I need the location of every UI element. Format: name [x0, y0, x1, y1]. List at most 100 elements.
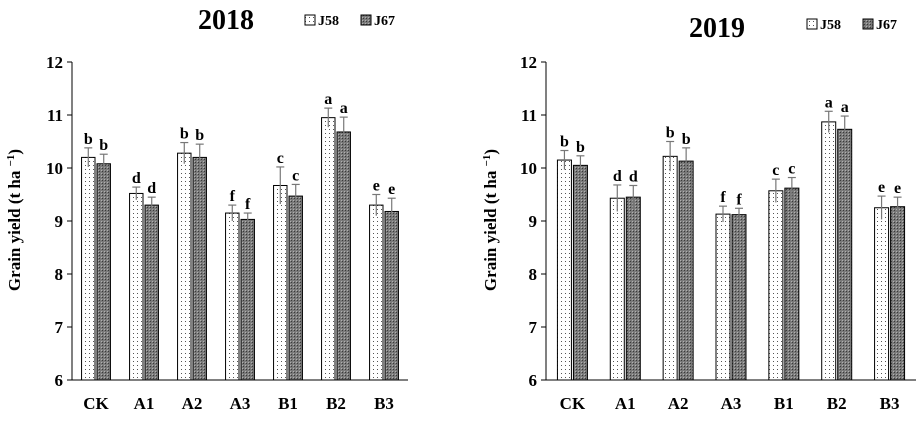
- y-axis-label-close: ): [5, 149, 24, 155]
- y-tick-label: 8: [529, 265, 538, 284]
- bar-J58-A2: [177, 152, 192, 381]
- bar-J58-CK: [556, 159, 572, 381]
- x-tick-label: A2: [668, 394, 689, 413]
- significance-label-J58-B2: a: [324, 91, 332, 108]
- bar-J67-B2: [336, 131, 351, 381]
- chart-2018: 2018 J58 J67 Grain yield (t ha −1) 6 7 8 9 10 11 1…: [5, 5, 408, 413]
- bar-J67-CK: [96, 163, 111, 381]
- significance-label-J58-A2: b: [666, 125, 675, 142]
- bar-J58-B1: [273, 184, 288, 381]
- y-axis-label: Grain yield (t ha −1): [5, 149, 24, 291]
- y-tick-label: 11: [47, 106, 63, 125]
- bar-J67-A3: [240, 218, 255, 381]
- significance-label-J67-B1: c: [788, 161, 795, 178]
- bar-J58-B3: [369, 204, 384, 381]
- x-tick-label: CK: [83, 394, 109, 413]
- y-axis-label-text: Grain yield (t ha: [481, 166, 500, 291]
- significance-label-J67-B2: a: [340, 100, 348, 117]
- bar-J67-B3: [384, 210, 399, 381]
- bar-J58-CK: [81, 156, 96, 381]
- y-tick-label: 6: [529, 371, 538, 390]
- y-tick-label: 9: [55, 212, 64, 231]
- significance-label-J67-B1: c: [292, 167, 299, 184]
- bar-J58-A3: [225, 212, 240, 381]
- legend-swatch-J58: [806, 18, 818, 30]
- significance-label-J58-B2: a: [825, 94, 833, 111]
- significance-label-J58-A2: b: [180, 126, 189, 143]
- significance-label-J67-CK: b: [576, 139, 585, 156]
- y-tick-label: 7: [55, 318, 64, 337]
- x-tick-label: A1: [615, 394, 636, 413]
- y-axis-label-exponent: −1: [481, 155, 493, 167]
- x-tick-label: A3: [721, 394, 742, 413]
- significance-label-J58-B3: e: [373, 178, 380, 195]
- significance-label-J58-A1: d: [613, 168, 622, 185]
- significance-label-J67-B3: e: [388, 181, 395, 198]
- x-tick-label: B2: [326, 394, 346, 413]
- bar-J58-B1: [768, 190, 784, 381]
- legend: J58 J67: [806, 18, 897, 33]
- bar-J67-CK: [572, 164, 588, 381]
- legend-swatch-J58: [304, 14, 316, 26]
- bar-J58-A2: [662, 155, 678, 381]
- significance-label-J67-B3: e: [894, 180, 901, 197]
- significance-label-J58-A3: f: [720, 189, 726, 206]
- significance-label-J67-A3: f: [245, 196, 251, 213]
- y-axis-label-close: ): [481, 149, 500, 155]
- chart-2019: 2019 J58 J67 Grain yield (t ha −1) 6 7 8 9 10 11 1…: [481, 13, 916, 413]
- x-tick-label: A1: [134, 394, 155, 413]
- chart-title: 2019: [689, 13, 745, 44]
- significance-label-J58-B1: c: [277, 150, 284, 167]
- legend-label-J67: J67: [374, 14, 395, 29]
- legend-label-J58: J58: [318, 14, 339, 29]
- y-tick-label: 7: [529, 318, 538, 337]
- bar-J67-A1: [625, 196, 641, 381]
- bar-J58-B2: [321, 117, 336, 381]
- significance-label-J67-A3: f: [736, 191, 742, 208]
- y-tick-label: 10: [46, 159, 63, 178]
- bar-J67-A2: [678, 160, 694, 381]
- x-tick-label: B3: [374, 394, 394, 413]
- significance-label-J58-CK: b: [560, 134, 569, 151]
- legend: J58 J67: [304, 14, 395, 29]
- x-tick-label: B1: [774, 394, 794, 413]
- bar-J67-B3: [890, 206, 906, 381]
- y-tick-label: 6: [55, 371, 64, 390]
- x-tick-label: B3: [880, 394, 900, 413]
- significance-label-J67-A1: d: [147, 180, 156, 197]
- bar-J67-B1: [288, 195, 303, 381]
- x-tick-label: A3: [230, 394, 251, 413]
- y-axis-label: Grain yield (t ha −1): [481, 149, 500, 291]
- x-tick-label: B2: [827, 394, 847, 413]
- legend-swatch-J67: [862, 18, 874, 30]
- significance-label-J67-A2: b: [195, 127, 204, 144]
- bar-J67-A3: [731, 214, 747, 381]
- bar-J58-A3: [715, 213, 731, 381]
- significance-label-J67-CK: b: [99, 137, 108, 154]
- significance-label-J58-A3: f: [230, 188, 236, 205]
- y-axis-label-text: Grain yield (t ha: [5, 166, 24, 291]
- chart-title: 2018: [198, 5, 254, 36]
- x-tick-label: CK: [560, 394, 586, 413]
- y-tick-label: 8: [55, 265, 64, 284]
- significance-label-J58-B3: e: [878, 179, 885, 196]
- significance-label-J67-B2: a: [841, 99, 849, 116]
- significance-label-J58-A1: d: [132, 170, 141, 187]
- y-tick-label: 12: [520, 53, 537, 72]
- bar-J67-B2: [837, 128, 853, 381]
- y-tick-label: 9: [529, 212, 538, 231]
- y-tick-label: 10: [520, 159, 537, 178]
- bar-J67-A2: [192, 156, 207, 381]
- legend-swatch-J67: [360, 14, 372, 26]
- bar-J67-B1: [784, 187, 800, 381]
- bar-J58-B2: [821, 121, 837, 381]
- legend-label-J58: J58: [820, 18, 841, 33]
- bar-J67-A1: [144, 204, 159, 381]
- significance-label-J58-CK: b: [84, 131, 93, 148]
- significance-label-J67-A1: d: [629, 168, 638, 185]
- y-tick-label: 12: [46, 53, 63, 72]
- significance-label-J58-B1: c: [772, 162, 779, 179]
- y-tick-label: 11: [521, 106, 537, 125]
- x-tick-label: B1: [278, 394, 298, 413]
